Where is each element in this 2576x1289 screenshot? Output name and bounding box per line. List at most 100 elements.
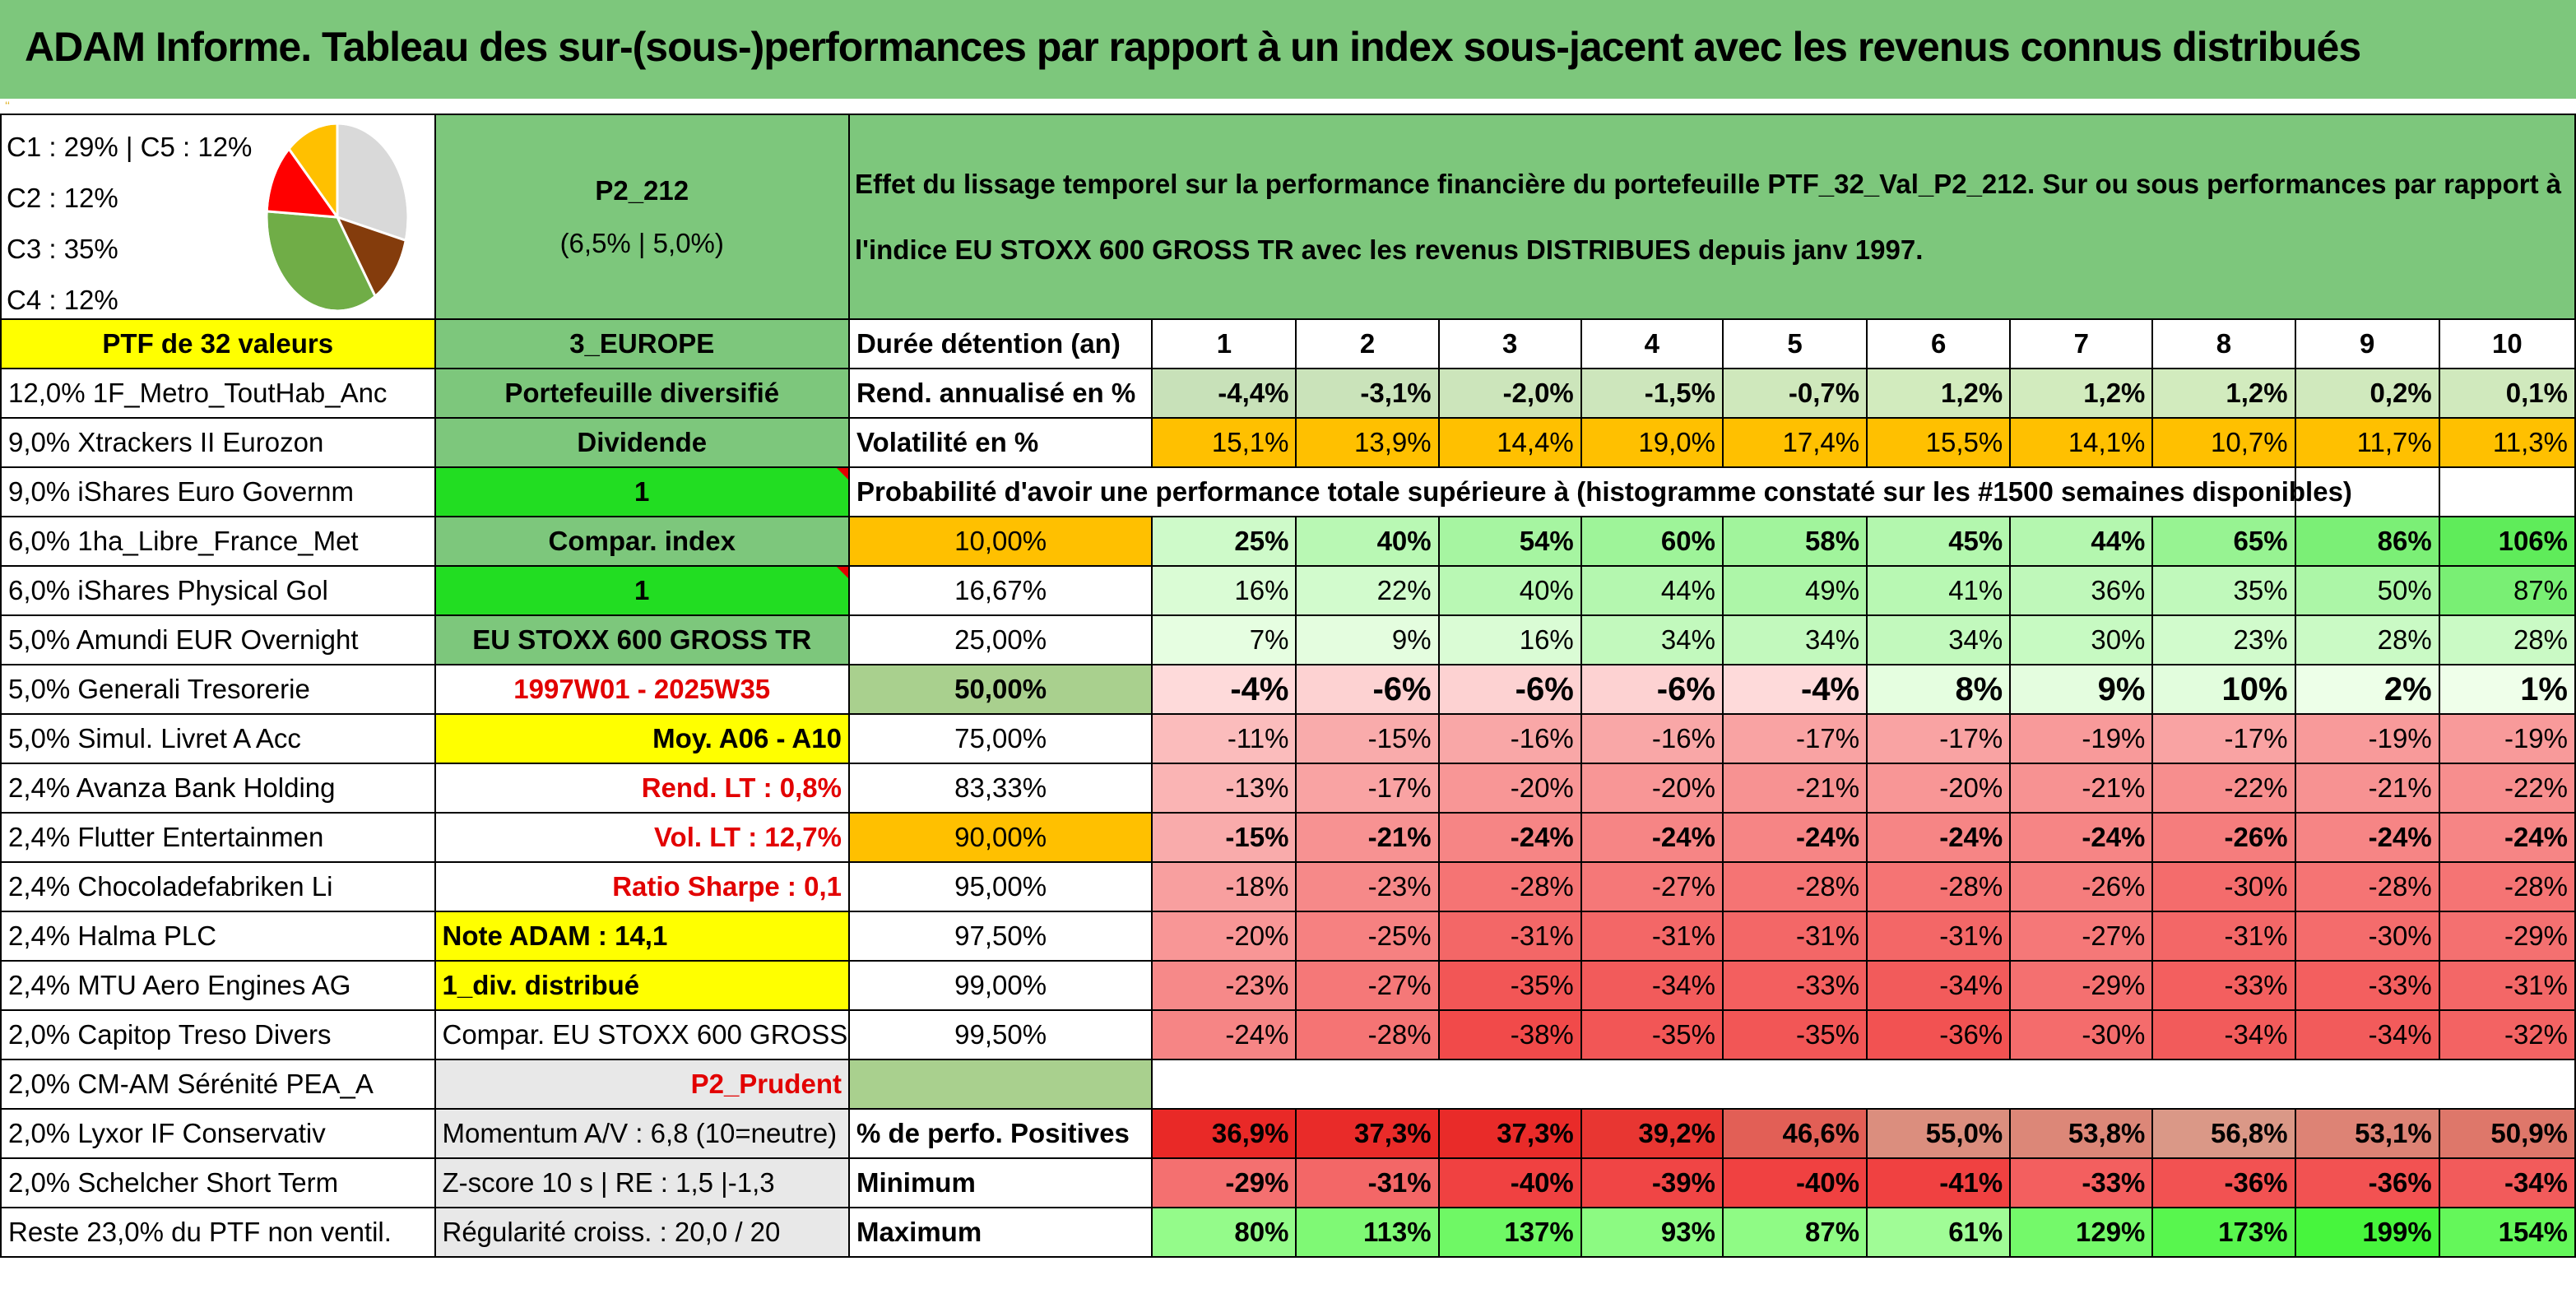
holding-cell: 9,0% Xtrackers II Eurozon: [0, 417, 436, 468]
quantile-value: 16%: [1437, 614, 1582, 665]
maximum-cell: 199%: [2294, 1207, 2440, 1258]
quantile-label: 16,67%: [847, 565, 1153, 616]
quantile-value: -6%: [1580, 664, 1724, 715]
table-row: 2,4% Halma PLC Note ADAM : 14,1 97,50% -20%…: [0, 911, 2576, 962]
title-banner: ADAM Informe. Tableau des sur-(sous-)per…: [0, 0, 2576, 99]
quantile-value: -31%: [1866, 911, 2012, 962]
year-header: 1: [1151, 318, 1297, 369]
allocation-line: C4 : 12%: [7, 285, 118, 315]
return-cell: 1,2%: [2009, 368, 2154, 419]
info-cell: 1: [434, 565, 850, 616]
allocation-pie-chart: [265, 122, 410, 313]
positive-cell: 50,9%: [2438, 1108, 2576, 1159]
portfolio-name: P2_212: [595, 174, 689, 206]
quantile-value: -4%: [1151, 664, 1297, 715]
maximum-cell: 87%: [1721, 1207, 1868, 1258]
table-row: 2,0% Capitop Treso Divers Compar. EU STOX…: [0, 1009, 2576, 1060]
quantile-value: -17%: [1866, 713, 2012, 764]
pie-outline: [265, 122, 410, 313]
holding-cell: 6,0% iShares Physical Gol: [0, 565, 436, 616]
quantile-value: 30%: [2009, 614, 2154, 665]
positive-cell: 37,3%: [1295, 1108, 1440, 1159]
quantile-value: 65%: [2151, 516, 2296, 567]
quantile-value: 2%: [2294, 664, 2440, 715]
quantile-label: 75,00%: [847, 713, 1153, 764]
maximum-cell: 93%: [1580, 1207, 1724, 1258]
year-header: 4: [1580, 318, 1724, 369]
quantile-value: -31%: [2151, 911, 2296, 962]
maximum-cell: 129%: [2009, 1207, 2154, 1258]
quantile-value: -32%: [2438, 1009, 2576, 1060]
quantile-value: 23%: [2151, 614, 2296, 665]
quantile-value: -18%: [1151, 861, 1297, 912]
info-cell: Ratio Sharpe : 0,1: [434, 861, 850, 912]
holding-cell: 2,0% Schelcher Short Term: [0, 1157, 436, 1208]
quantile-value: -15%: [1295, 713, 1440, 764]
quantile-value: -20%: [1437, 763, 1582, 814]
table-row: 9,0% iShares Euro Governm 1 Probabilité d'…: [0, 466, 2576, 517]
quantile-value: -16%: [1437, 713, 1582, 764]
quantile-value: -33%: [2151, 960, 2296, 1011]
minimum-cell: -36%: [2151, 1157, 2296, 1208]
maximum-cell: 137%: [1437, 1207, 1582, 1258]
table-row: 2,4% Chocoladefabriken Li Ratio Sharpe : …: [0, 861, 2576, 912]
quantile-value: -31%: [1580, 911, 1724, 962]
quantile-value: 106%: [2438, 516, 2576, 567]
quantile-value: -31%: [2438, 960, 2576, 1011]
quantile-value: 49%: [1721, 565, 1868, 616]
table-row: 2,4% Avanza Bank Holding Rend. LT : 0,8% 8…: [0, 763, 2576, 814]
holding-cell: 2,4% Avanza Bank Holding: [0, 763, 436, 814]
quantile-value: -31%: [1437, 911, 1582, 962]
quantile-value: -19%: [2438, 713, 2576, 764]
return-cell: 0,2%: [2294, 368, 2440, 419]
quantile-value: 7%: [1151, 614, 1297, 665]
quantile-value: -24%: [1580, 812, 1724, 863]
volatility-cell: 10,7%: [2151, 417, 2296, 468]
quantile-value: 25%: [1151, 516, 1297, 567]
minimum-cell: -36%: [2294, 1157, 2440, 1208]
return-cell: 1,2%: [1866, 368, 2012, 419]
quantile-value: -25%: [1295, 911, 1440, 962]
quantile-value: -24%: [1151, 1009, 1297, 1060]
table-row: 2,0% Schelcher Short Term Z-score 10 s | …: [0, 1157, 2576, 1208]
volatility-cell: 15,1%: [1151, 417, 1297, 468]
info-cell: Compar. index: [434, 516, 850, 567]
quantile-value: -38%: [1437, 1009, 1582, 1060]
maximum-cell: 154%: [2438, 1207, 2576, 1258]
quantile-value: -30%: [2294, 911, 2440, 962]
quantile-label: 90,00%: [847, 812, 1153, 863]
quantile-value: 45%: [1866, 516, 2012, 567]
quantile-value: -11%: [1151, 713, 1297, 764]
portfolio-header: P2_212 (6,5% | 5,0%): [434, 114, 850, 320]
maximum-cell: 113%: [1295, 1207, 1440, 1258]
minimum-cell: -31%: [1295, 1157, 1440, 1208]
holding-cell: Reste 23,0% du PTF non ventil.: [0, 1207, 436, 1258]
holding-cell: 5,0% Generali Tresorerie: [0, 664, 436, 715]
quantile-value: 87%: [2438, 565, 2576, 616]
quantile-value: 58%: [1721, 516, 1868, 567]
empty-cell: [2438, 466, 2576, 517]
quantile-value: -17%: [2151, 713, 2296, 764]
volatility-cell: 11,3%: [2438, 417, 2576, 468]
year-header: 2: [1295, 318, 1440, 369]
quantile-value: -22%: [2151, 763, 2296, 814]
quantile-value: -21%: [2294, 763, 2440, 814]
minimum-cell: -33%: [2009, 1157, 2154, 1208]
probability-title: Probabilité d'avoir une performance tota…: [847, 466, 2352, 517]
minimum-cell: -34%: [2438, 1157, 2576, 1208]
positive-label: % de perfo. Positives: [847, 1108, 1153, 1159]
quantile-value: 54%: [1437, 516, 1582, 567]
table-row: 12,0% 1F_Metro_ToutHab_Anc Portefeuille d…: [0, 368, 2576, 419]
quantile-value: 8%: [1866, 664, 2012, 715]
quantile-value: -19%: [2294, 713, 2440, 764]
return-cell: -0,7%: [1721, 368, 1868, 419]
maximum-cell: 173%: [2151, 1207, 2296, 1258]
info-cell: P2_Prudent: [434, 1059, 850, 1110]
quantile-value: 28%: [2438, 614, 2576, 665]
quantile-value: -4%: [1721, 664, 1868, 715]
quantile-value: -28%: [2438, 861, 2576, 912]
quantile-value: -21%: [1721, 763, 1868, 814]
volatility-cell: 19,0%: [1580, 417, 1724, 468]
allocation-line: C2 : 12%: [7, 183, 118, 213]
volatility-cell: 17,4%: [1721, 417, 1868, 468]
